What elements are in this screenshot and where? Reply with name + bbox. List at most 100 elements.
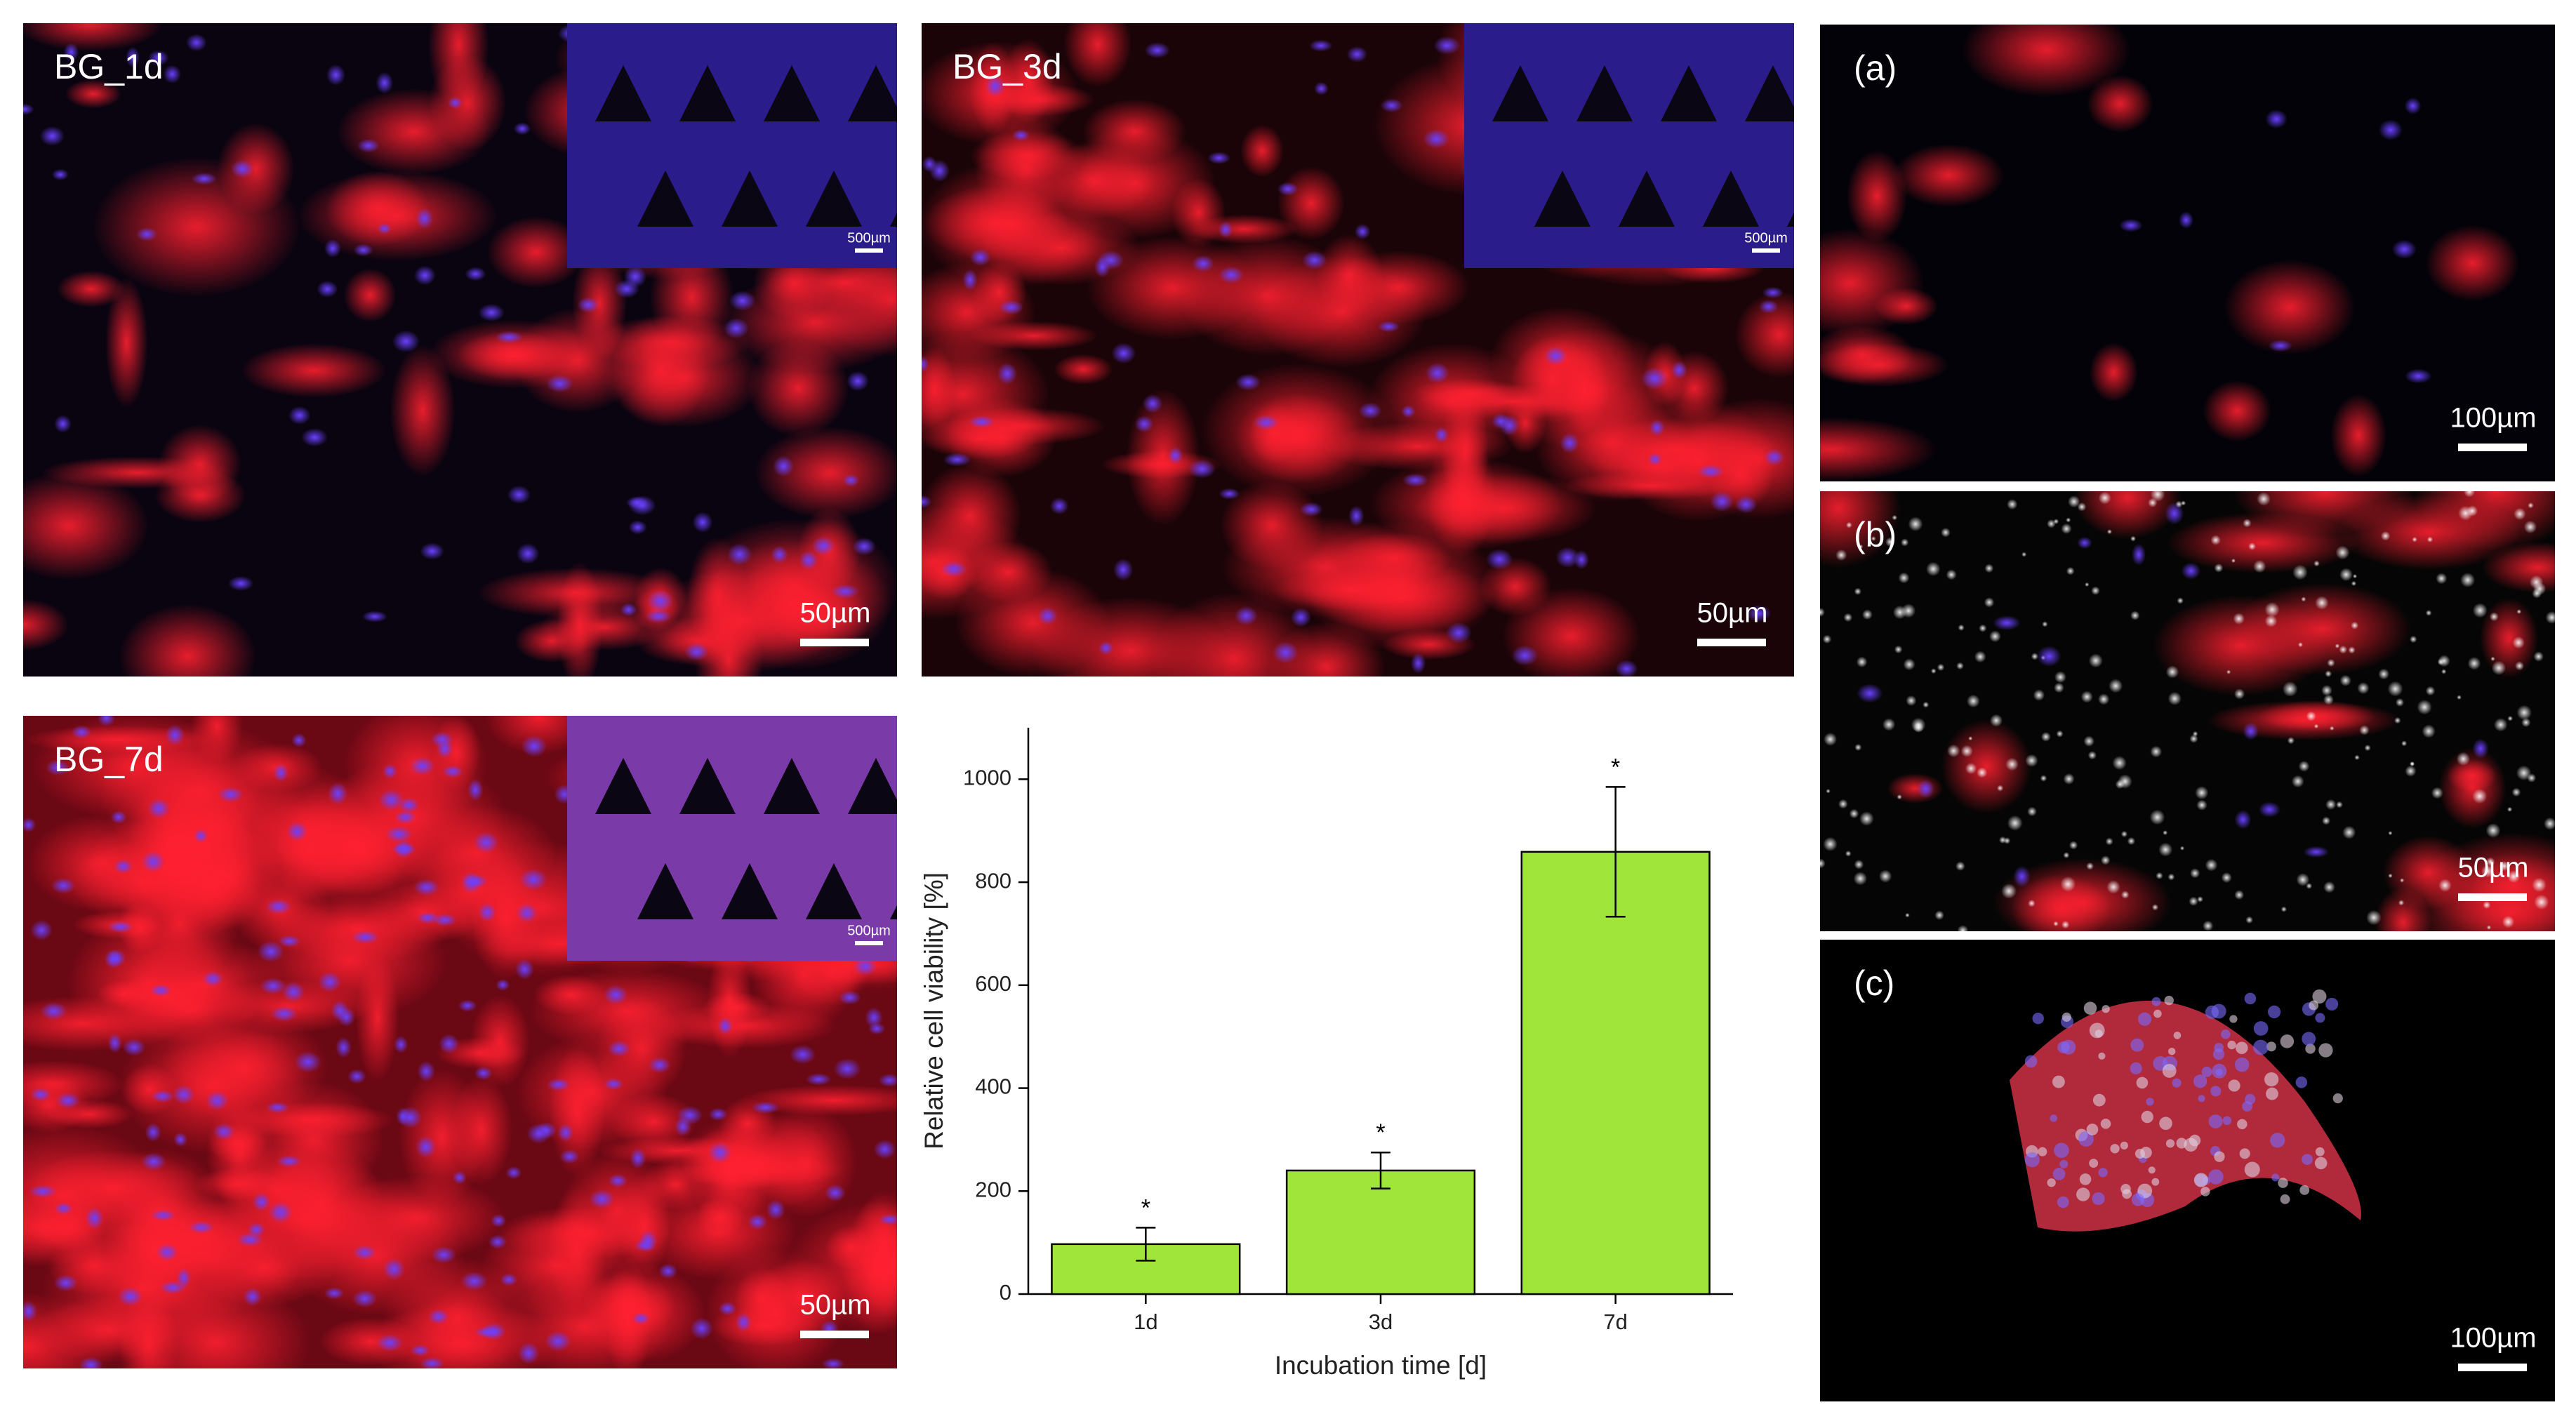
nucleus bbox=[347, 1069, 366, 1084]
nucleus bbox=[2236, 1041, 2248, 1054]
nucleus bbox=[416, 1135, 437, 1159]
nucleus bbox=[2215, 1068, 2223, 1076]
nucleus bbox=[265, 1101, 290, 1114]
nucleus bbox=[2234, 1057, 2250, 1072]
nucleus bbox=[54, 415, 72, 433]
nucleus bbox=[2212, 1048, 2225, 1060]
particle bbox=[2033, 689, 2045, 701]
annotation: * bbox=[1611, 754, 1620, 780]
nucleus bbox=[150, 984, 172, 997]
scale-label: 50µm bbox=[800, 598, 871, 629]
nucleus bbox=[2303, 846, 2330, 858]
nucleus bbox=[156, 1243, 179, 1261]
particle bbox=[2021, 552, 2027, 557]
scale-bar bbox=[800, 1331, 869, 1338]
image-panel: 500µm BG_3d 50µm bbox=[922, 23, 1794, 677]
panel-label: (c) bbox=[1854, 964, 1894, 1003]
particle bbox=[1957, 925, 1969, 931]
nucleus bbox=[2472, 738, 2489, 759]
particle bbox=[2291, 775, 2304, 788]
particle bbox=[2086, 862, 2094, 870]
nucleus bbox=[833, 1058, 861, 1080]
particle bbox=[2007, 815, 2023, 831]
nucleus bbox=[107, 921, 133, 933]
nucleus bbox=[1647, 453, 1663, 466]
particle bbox=[2481, 865, 2495, 878]
actin bbox=[390, 345, 456, 477]
particle bbox=[2001, 883, 2017, 899]
nucleus bbox=[623, 265, 647, 288]
nucleus bbox=[2176, 1138, 2187, 1149]
y-tick-label: 800 bbox=[975, 868, 1011, 893]
nucleus bbox=[969, 415, 995, 429]
nucleus bbox=[546, 375, 573, 393]
nucleus bbox=[206, 1091, 229, 1111]
actin bbox=[1893, 143, 2005, 208]
nucleus bbox=[324, 1287, 345, 1300]
nucleus bbox=[458, 999, 477, 1012]
nucleus bbox=[173, 1132, 188, 1147]
actin bbox=[1054, 354, 1113, 385]
inset-pore bbox=[764, 65, 820, 121]
nucleus bbox=[2062, 1012, 2071, 1022]
nucleus bbox=[708, 1142, 732, 1164]
particle bbox=[2053, 519, 2059, 524]
nucleus bbox=[2228, 1079, 2240, 1092]
particle bbox=[1946, 569, 1957, 580]
particle bbox=[1826, 789, 1831, 794]
particle bbox=[1905, 912, 1910, 918]
dome bbox=[2010, 1001, 2361, 1232]
actin bbox=[23, 472, 150, 580]
particle bbox=[1871, 536, 1876, 541]
nucleus bbox=[2391, 239, 2417, 259]
particle bbox=[2534, 894, 2549, 910]
nucleus bbox=[2302, 1154, 2313, 1165]
particle bbox=[2077, 502, 2087, 512]
particle bbox=[2245, 916, 2253, 924]
nucleus bbox=[2098, 1052, 2106, 1060]
particle bbox=[1901, 538, 1909, 547]
nucleus bbox=[514, 959, 535, 980]
particle bbox=[2130, 611, 2140, 620]
image-panel: (b) 50µm bbox=[1820, 491, 2555, 931]
actin bbox=[35, 1295, 180, 1364]
particle bbox=[2234, 890, 2245, 900]
nucleus bbox=[2210, 1086, 2222, 1097]
nucleus bbox=[723, 318, 749, 339]
image-panel: (a) 100µm bbox=[1820, 25, 2555, 481]
nucleus bbox=[620, 603, 637, 617]
nucleus bbox=[2270, 1133, 2285, 1148]
nucleus bbox=[2086, 1124, 2099, 1135]
particle bbox=[2431, 787, 2443, 799]
nucleus bbox=[2167, 1047, 2176, 1055]
nucleus bbox=[589, 1190, 615, 1209]
nucleus bbox=[1358, 402, 1382, 420]
particle bbox=[1859, 811, 1874, 826]
nucleus bbox=[2110, 1144, 2120, 1154]
particle bbox=[2042, 621, 2048, 627]
particle bbox=[1956, 662, 1964, 670]
nucleus bbox=[473, 832, 499, 853]
particle bbox=[2040, 731, 2051, 742]
particle bbox=[2098, 693, 2110, 705]
nucleus bbox=[1299, 502, 1323, 517]
particle bbox=[2507, 870, 2521, 884]
nucleus bbox=[639, 1230, 658, 1253]
micrograph bbox=[1820, 491, 2555, 931]
particle bbox=[2282, 681, 2298, 697]
inset-scale-bar bbox=[1752, 248, 1780, 253]
particle bbox=[2486, 925, 2492, 930]
nucleus bbox=[2061, 1039, 2076, 1055]
nucleus bbox=[1277, 182, 1299, 196]
actin bbox=[660, 1152, 847, 1187]
particle bbox=[2120, 830, 2128, 838]
particle bbox=[2100, 855, 2111, 865]
particle bbox=[2325, 799, 2337, 810]
nucleus bbox=[326, 64, 345, 86]
nucleus bbox=[2119, 218, 2143, 232]
nucleus bbox=[54, 1202, 73, 1215]
inset-pore bbox=[848, 65, 897, 121]
actin bbox=[1993, 858, 2172, 931]
particle bbox=[1968, 736, 1973, 741]
nucleus bbox=[771, 545, 788, 564]
